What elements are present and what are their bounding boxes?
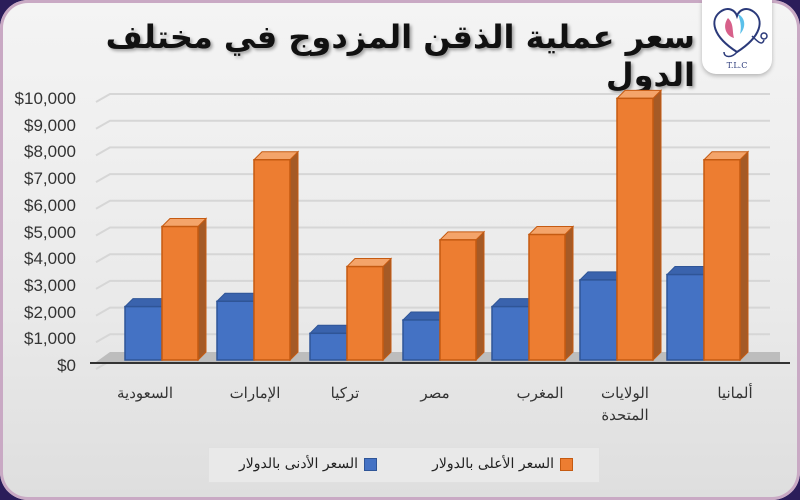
logo: T.L.C <box>702 0 772 74</box>
bar-max-top <box>252 151 300 161</box>
y-tick: $1,000 <box>24 329 76 349</box>
bar-max-side <box>564 225 574 362</box>
bar-min <box>579 279 618 361</box>
bar-max-side <box>197 217 207 362</box>
bar-min <box>124 305 163 361</box>
x-tick-label: المغرب <box>516 384 564 402</box>
heart-stethoscope-icon <box>713 8 768 58</box>
legend: السعر الأعلى بالدولار السعر الأدنى بالدو… <box>208 447 600 483</box>
bar-max <box>439 239 477 361</box>
y-tick: $9,000 <box>24 115 76 135</box>
legend-item-max: السعر الأعلى بالدولار <box>432 456 573 472</box>
y-tick: $10,000 <box>14 89 76 108</box>
gridline <box>95 93 770 103</box>
legend-label-max: السعر الأعلى بالدولار <box>432 456 554 472</box>
x-tick-label: ألمانيا <box>717 384 753 402</box>
bar-min <box>491 305 530 361</box>
bar-max-top <box>345 258 393 268</box>
bar-min <box>216 300 255 361</box>
bar-min <box>402 319 441 361</box>
bar-max <box>616 97 654 361</box>
y-tick: $4,000 <box>24 249 76 269</box>
x-tick-label: السعودية <box>116 384 173 402</box>
legend-swatch-orange <box>560 457 573 471</box>
y-tick: $8,000 <box>24 142 76 162</box>
legend-label-min: السعر الأدنى بالدولار <box>239 456 358 472</box>
bar-max <box>253 159 291 361</box>
gridline <box>95 173 770 183</box>
bar-max-side <box>289 150 299 362</box>
bar-max-side <box>652 89 662 362</box>
y-tick: $7,000 <box>24 169 76 189</box>
bar-max <box>528 233 566 361</box>
y-tick: $2,000 <box>24 302 76 322</box>
chart-title: سعر عملية الذقن المزدوج في مختلف الدول <box>105 18 695 94</box>
bar-max <box>346 265 384 361</box>
gridline <box>95 199 770 210</box>
x-tick-label: الولايات المتحدة <box>601 384 649 424</box>
bar-max-top <box>615 89 663 99</box>
x-tick-label: مصر <box>420 384 450 402</box>
bar-min <box>309 332 348 361</box>
logo-text: T.L.C <box>726 61 748 70</box>
bar-max-side <box>475 230 485 362</box>
bar-min <box>666 273 705 361</box>
y-tick: $3,000 <box>24 275 76 295</box>
y-tick: $5,000 <box>24 222 76 242</box>
y-tick: $6,000 <box>24 195 76 215</box>
bar-max-top <box>438 231 486 241</box>
bar-max <box>703 159 741 361</box>
bar-max-top <box>527 226 575 236</box>
legend-swatch-blue <box>364 457 377 471</box>
legend-item-min: السعر الأدنى بالدولار <box>239 456 377 472</box>
bar-max-side <box>739 150 749 362</box>
x-tick-label: تركيا <box>330 384 360 402</box>
bar-max-side <box>382 257 392 362</box>
gridline <box>95 119 770 130</box>
gridline <box>95 146 770 157</box>
bar-max-top <box>702 151 750 161</box>
bar-max <box>161 225 199 361</box>
y-tick: $0 <box>57 356 76 375</box>
bar-max-top <box>160 218 208 227</box>
x-tick-label: الإمارات <box>229 384 281 402</box>
